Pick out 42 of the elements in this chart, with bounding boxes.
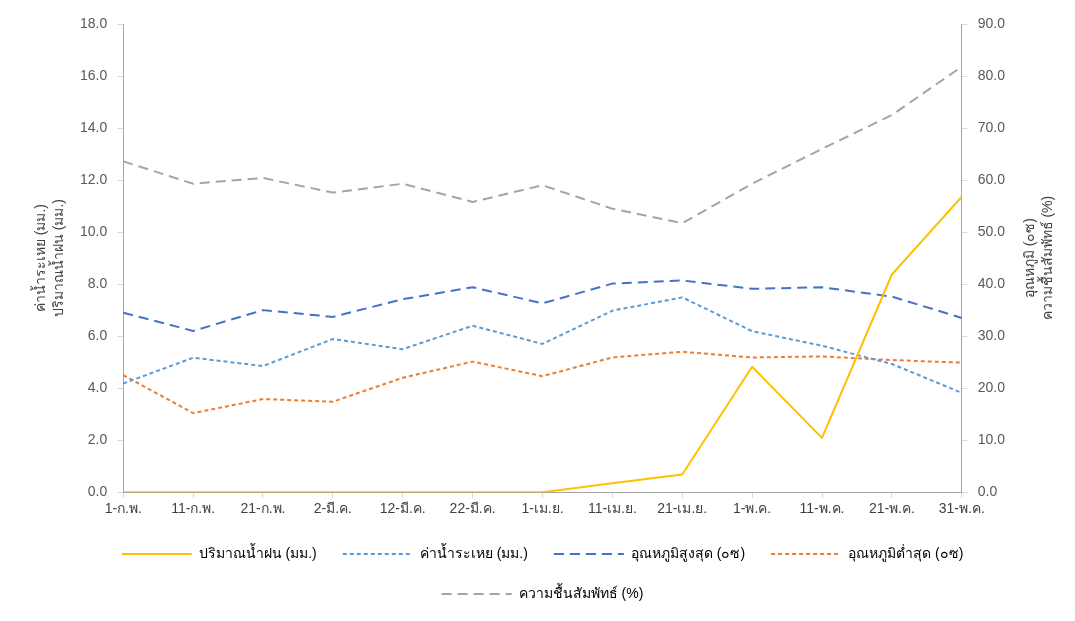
legend-label: ปริมาณน้ำฝน (มม.) [198,542,317,561]
y2-tick-label: 10.0 [977,431,1006,448]
legend-label: ค่าน้ำระเหย (มม.) [419,542,528,561]
y2-tick-label: 20.0 [977,379,1006,396]
y2-tick-label: 60.0 [977,170,1006,187]
legend-label: อุณหภูมิสูงสุด (๐ซ) [630,544,746,562]
x-tick-label: 1-เม.ย. [521,500,564,517]
y-axis-title: ค่าน้ำระเหย (มม.) ปริมาณน้ำฝน (มม.) [29,199,66,318]
y2-tick-label: 90.0 [977,14,1006,31]
y2-tick-label: 70.0 [977,118,1006,135]
y-tick-label: 4.0 [87,379,108,396]
y2-axis-title: อุณหภูมิ (๐ซ) ความชื้นสัมพัทธ์ (%) [1020,195,1055,321]
x-tick-label: 2-มี.ค. [313,500,352,517]
y-tick-label: 14.0 [80,118,108,135]
y2-tick-label: 40.0 [977,274,1006,291]
y2-tick-label: 0.0 [977,483,998,500]
line-series [122,279,963,332]
y-tick-label: 2.0 [87,431,108,448]
x-tick-label: 11-พ.ค. [799,500,845,517]
x-tick-label: 12-มี.ค. [379,500,426,517]
legend-label: อุณหภูมิต่ำสุด (๐ซ) [848,543,964,562]
x-tick-label: 1-ก.พ. [104,500,142,517]
y-tick-label: 8.0 [87,274,108,291]
x-tick-label: 22-มี.ค. [449,500,496,517]
legend-label: ความชื้นสัมพัทธ์ (%) [518,582,644,601]
x-tick-label: 1-พ.ค. [733,500,772,517]
y-tick-label: 18.0 [80,14,108,31]
y-tick-label: 0.0 [87,483,108,500]
y2-tick-label: 50.0 [977,222,1006,239]
y-tick-label: 12.0 [80,170,108,187]
x-tick-label: 31-พ.ค. [938,500,985,517]
x-tick-label: 21-ก.พ. [240,500,286,517]
y-tick-label: 16.0 [80,66,108,83]
y-tick-label: 10.0 [80,222,108,239]
x-tick-label: 11-ก.พ. [171,500,216,517]
x-tick-label: 11-เม.ย. [587,500,637,517]
line-series [122,350,963,415]
y2-tick-label: 30.0 [977,326,1006,343]
x-tick-label: 21-พ.ค. [868,500,915,517]
y2-tick-label: 80.0 [977,66,1006,83]
y-tick-label: 6.0 [87,326,108,343]
x-tick-label: 21-เม.ย. [657,500,708,517]
